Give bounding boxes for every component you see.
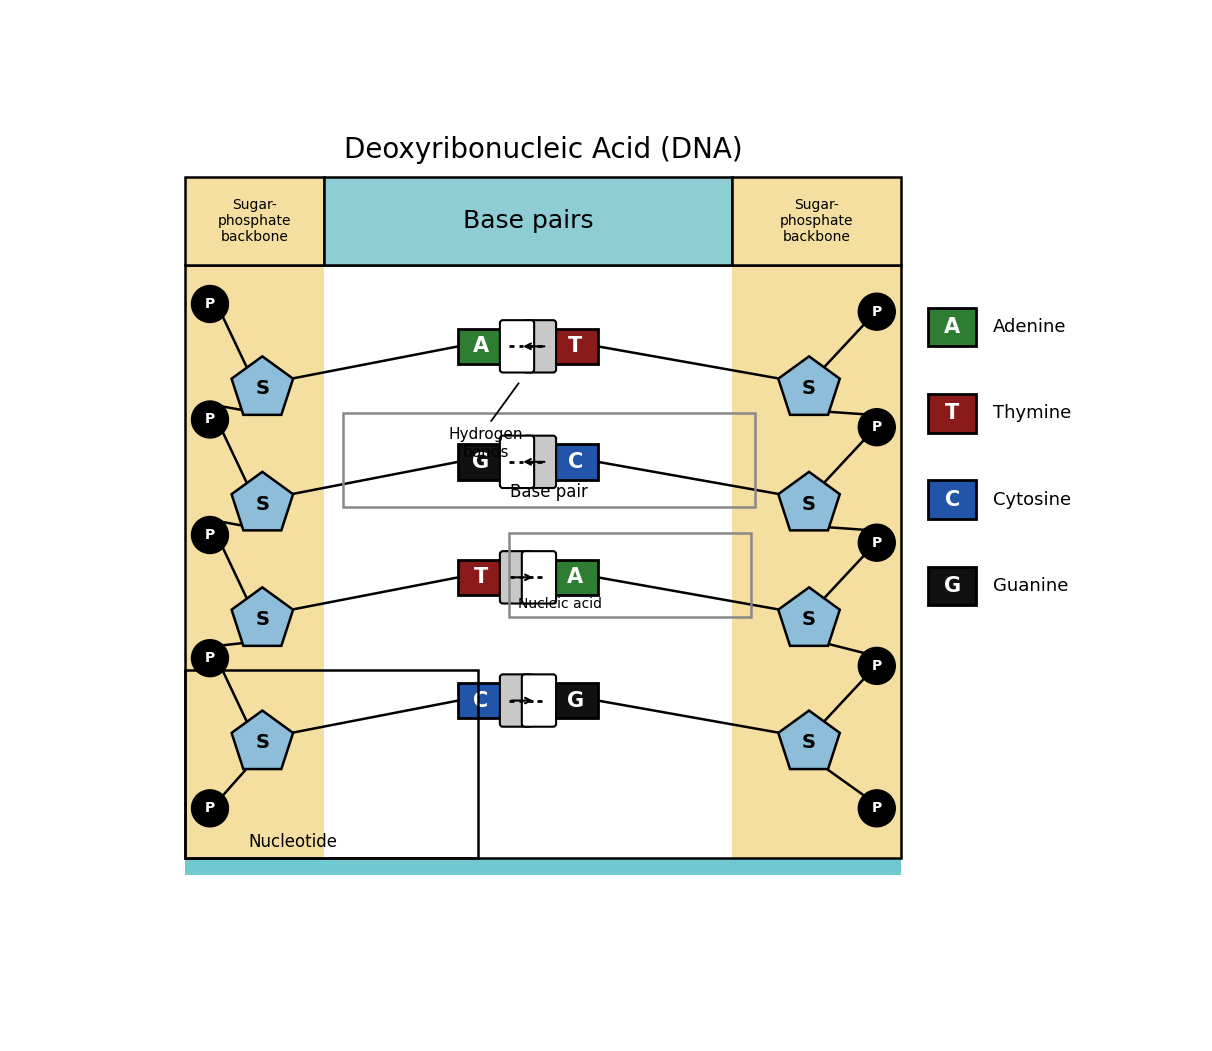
- FancyBboxPatch shape: [928, 308, 976, 347]
- FancyBboxPatch shape: [928, 480, 976, 519]
- Text: C: C: [567, 452, 583, 472]
- Text: P: P: [205, 652, 215, 665]
- Bar: [185, 177, 324, 266]
- Text: G: G: [471, 452, 490, 472]
- Polygon shape: [231, 472, 293, 531]
- Text: P: P: [871, 420, 882, 434]
- Bar: [732, 177, 902, 266]
- Text: Sugar-
phosphate
backbone: Sugar- phosphate backbone: [218, 198, 291, 245]
- FancyBboxPatch shape: [522, 675, 556, 726]
- Text: S: S: [802, 495, 816, 514]
- Bar: [509, 533, 751, 617]
- Circle shape: [191, 401, 228, 438]
- Text: A: A: [567, 568, 583, 588]
- FancyBboxPatch shape: [928, 566, 976, 605]
- Polygon shape: [778, 356, 840, 415]
- Text: P: P: [205, 528, 215, 542]
- Text: Hydrogen
bonds: Hydrogen bonds: [448, 427, 522, 459]
- Text: P: P: [871, 659, 882, 673]
- Text: C: C: [944, 490, 960, 510]
- Text: P: P: [205, 297, 215, 311]
- Bar: [343, 413, 755, 507]
- Text: P: P: [871, 801, 882, 816]
- Circle shape: [858, 409, 896, 446]
- Bar: [185, 266, 902, 859]
- Bar: [185, 669, 478, 859]
- FancyBboxPatch shape: [499, 321, 534, 372]
- FancyBboxPatch shape: [458, 559, 503, 595]
- Bar: [324, 177, 732, 266]
- Text: T: T: [945, 404, 960, 424]
- FancyBboxPatch shape: [522, 551, 556, 603]
- Text: P: P: [871, 305, 882, 318]
- Circle shape: [858, 524, 896, 561]
- Text: S: S: [802, 611, 816, 630]
- Text: S: S: [256, 611, 269, 630]
- Text: A: A: [473, 336, 488, 356]
- Text: G: G: [567, 691, 584, 710]
- Text: S: S: [256, 495, 269, 514]
- FancyBboxPatch shape: [458, 445, 503, 479]
- Text: A: A: [944, 317, 960, 337]
- FancyBboxPatch shape: [553, 445, 598, 479]
- Text: Base pairs: Base pairs: [463, 209, 594, 233]
- Circle shape: [858, 790, 896, 827]
- Polygon shape: [231, 356, 293, 415]
- Text: Nucleic acid: Nucleic acid: [518, 597, 602, 612]
- Text: S: S: [802, 734, 816, 753]
- Bar: [732, 266, 902, 859]
- FancyBboxPatch shape: [499, 675, 532, 726]
- FancyBboxPatch shape: [524, 321, 556, 372]
- Circle shape: [191, 286, 228, 323]
- Text: Guanine: Guanine: [993, 577, 1069, 595]
- Polygon shape: [778, 588, 840, 646]
- Text: Sugar-
phosphate
backbone: Sugar- phosphate backbone: [781, 198, 853, 245]
- Circle shape: [858, 293, 896, 330]
- Text: S: S: [802, 379, 816, 398]
- FancyBboxPatch shape: [458, 683, 503, 718]
- Text: G: G: [944, 576, 961, 596]
- FancyBboxPatch shape: [553, 559, 598, 595]
- FancyBboxPatch shape: [928, 394, 976, 433]
- Text: Deoxyribonucleic Acid (DNA): Deoxyribonucleic Acid (DNA): [344, 136, 743, 164]
- Bar: [185, 859, 902, 875]
- FancyBboxPatch shape: [553, 683, 598, 718]
- Text: T: T: [474, 568, 487, 588]
- Circle shape: [858, 647, 896, 684]
- FancyBboxPatch shape: [499, 551, 532, 603]
- Text: Base pair: Base pair: [510, 483, 588, 501]
- FancyBboxPatch shape: [499, 436, 534, 488]
- Polygon shape: [778, 472, 840, 531]
- Text: Cytosine: Cytosine: [993, 491, 1071, 509]
- Circle shape: [191, 516, 228, 554]
- Circle shape: [191, 790, 228, 827]
- Text: C: C: [473, 691, 488, 710]
- Bar: [185, 266, 324, 859]
- Text: S: S: [256, 379, 269, 398]
- Text: Thymine: Thymine: [993, 405, 1071, 423]
- Text: T: T: [568, 336, 583, 356]
- Text: Adenine: Adenine: [993, 318, 1067, 336]
- Text: P: P: [205, 801, 215, 816]
- Polygon shape: [778, 710, 840, 769]
- Text: Nucleotide: Nucleotide: [248, 832, 338, 850]
- FancyBboxPatch shape: [524, 436, 556, 488]
- Polygon shape: [231, 710, 293, 769]
- FancyBboxPatch shape: [553, 329, 598, 364]
- Polygon shape: [231, 588, 293, 646]
- Text: S: S: [256, 734, 269, 753]
- Circle shape: [191, 640, 228, 677]
- Text: P: P: [871, 536, 882, 550]
- FancyBboxPatch shape: [458, 329, 503, 364]
- Text: P: P: [205, 412, 215, 427]
